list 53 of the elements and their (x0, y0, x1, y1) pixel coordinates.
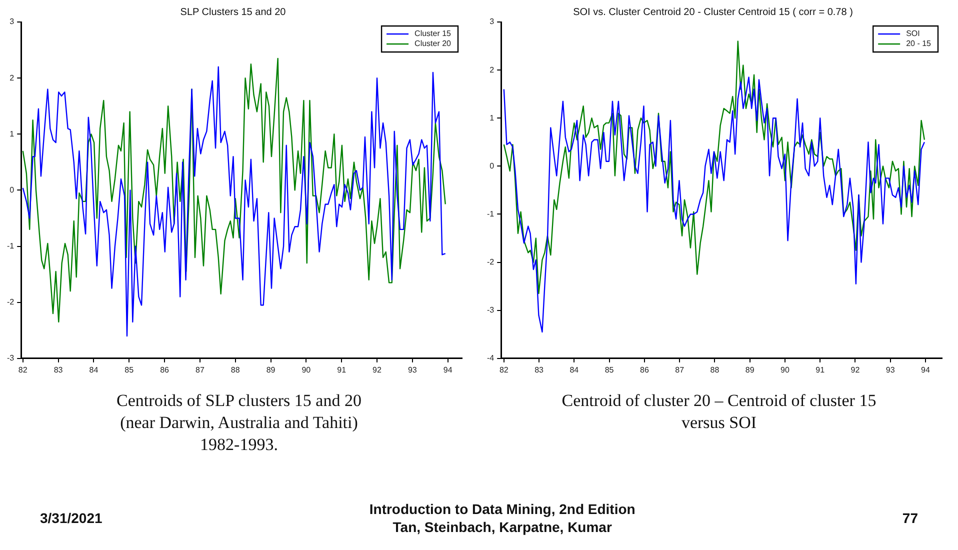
x-tick-label: 89 (745, 365, 755, 374)
x-tick-label: 92 (372, 365, 382, 374)
y-tick-label: 0 (490, 161, 495, 170)
x-tick-label: 82 (499, 365, 509, 374)
y-tick-label: -2 (6, 298, 15, 307)
y-tick-label: 3 (490, 17, 495, 26)
chart-title: SOI vs. Cluster Centroid 20 - Cluster Centroid 15 ( corr = 0.78 ) (573, 6, 853, 18)
y-tick-label: -1 (486, 209, 495, 218)
y-tick-label: 1 (10, 129, 15, 138)
y-tick-label: -1 (6, 241, 15, 250)
x-tick-label: 88 (230, 365, 240, 374)
x-tick-label: 87 (675, 365, 685, 374)
y-tick-label: 0 (10, 185, 15, 194)
x-tick-label: 92 (850, 365, 860, 374)
legend-label: SOI (906, 29, 920, 38)
y-tick-label: 2 (490, 65, 495, 74)
x-tick-label: 94 (443, 365, 453, 374)
x-tick-label: 83 (534, 365, 544, 374)
x-tick-label: 94 (921, 365, 930, 374)
x-tick-label: 90 (302, 365, 312, 374)
y-tick-label: 1 (490, 113, 495, 122)
y-tick-label: -3 (6, 354, 15, 363)
legend-label: Cluster 15 (414, 29, 452, 38)
x-tick-label: 93 (408, 365, 418, 374)
x-tick-label: 86 (640, 365, 650, 374)
x-tick-label: 87 (195, 365, 205, 374)
x-tick-label: 90 (780, 365, 790, 374)
text: 3/31/2021 (40, 510, 102, 526)
text: Centroids of SLP clusters 15 and 20 (near Darwin, Australia and Tahiti) 1982-1993. (116, 390, 362, 456)
x-tick-label: 84 (570, 365, 580, 374)
x-tick-label: 91 (337, 365, 347, 374)
x-tick-label: 91 (816, 365, 826, 374)
x-tick-label: 93 (886, 365, 896, 374)
legend-label: Cluster 20 (414, 39, 452, 48)
x-tick-label: 86 (160, 365, 170, 374)
text: 77 (902, 510, 918, 526)
y-tick-label: -4 (486, 354, 495, 363)
x-tick-label: 85 (604, 365, 614, 374)
text: Centroid of cluster 20 – Centroid of cluster 15 versus SOI (560, 390, 878, 434)
y-tick-label: -2 (486, 257, 495, 266)
y-tick-label: -3 (486, 306, 495, 315)
text: Introduction to Data Mining, 2nd Edition (369, 500, 636, 518)
x-tick-label: 89 (266, 365, 276, 374)
chart-title: SLP Clusters 15 and 20 (180, 6, 286, 18)
y-tick-label: 2 (10, 73, 15, 82)
x-tick-label: 88 (710, 365, 720, 374)
text: Tan, Steinbach, Karpatne, Kumar (392, 518, 613, 536)
x-tick-label: 83 (54, 365, 64, 374)
x-tick-label: 82 (18, 365, 28, 374)
x-tick-label: 85 (124, 365, 134, 374)
y-tick-label: 3 (10, 17, 15, 26)
x-tick-label: 84 (89, 365, 99, 374)
legend-label: 20 - 15 (906, 39, 932, 48)
